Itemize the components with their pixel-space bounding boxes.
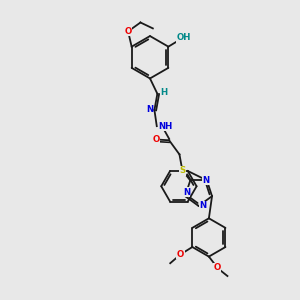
Text: NH: NH: [158, 122, 173, 130]
Text: N: N: [183, 188, 190, 197]
Text: H: H: [160, 88, 167, 97]
Text: O: O: [152, 135, 160, 144]
Text: N: N: [200, 201, 207, 210]
Text: N: N: [146, 106, 153, 115]
Text: OH: OH: [176, 33, 191, 42]
Text: O: O: [177, 250, 184, 259]
Text: O: O: [214, 263, 221, 272]
Text: N: N: [202, 176, 209, 185]
Text: S: S: [179, 166, 185, 175]
Text: O: O: [124, 27, 132, 36]
